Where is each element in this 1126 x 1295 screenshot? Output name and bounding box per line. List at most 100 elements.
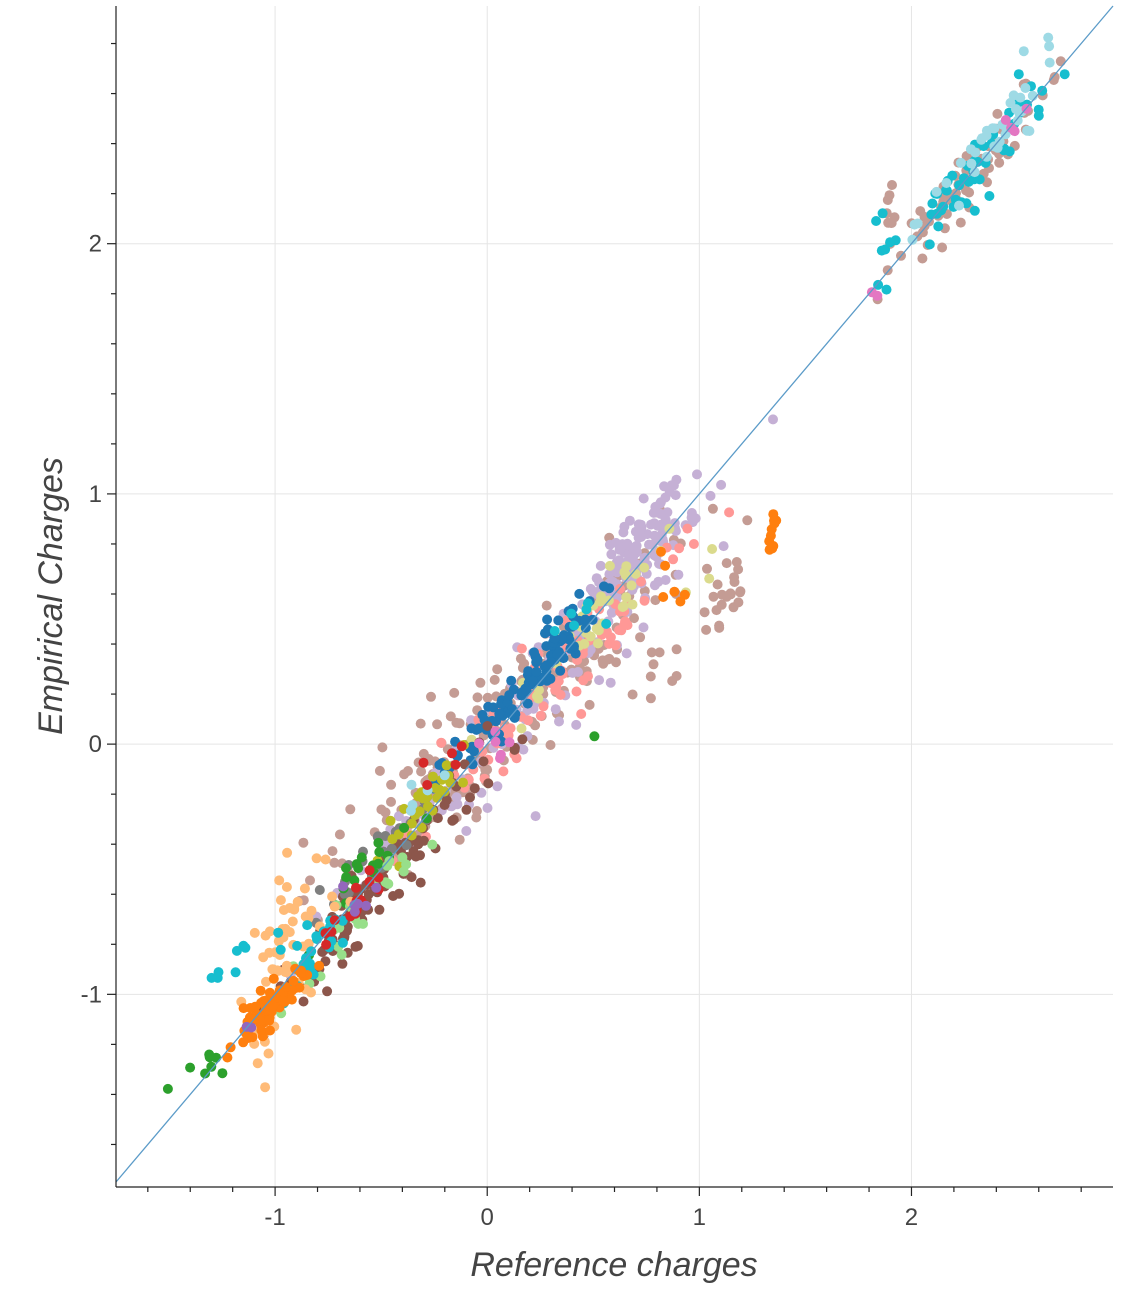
data-point xyxy=(576,709,587,719)
data-point xyxy=(472,692,483,703)
data-point xyxy=(415,877,426,888)
y-axis-title: Empirical Charges xyxy=(32,457,70,735)
data-point xyxy=(434,760,445,770)
data-point xyxy=(386,779,397,790)
data-point xyxy=(428,771,438,782)
data-point xyxy=(871,216,882,226)
data-point xyxy=(268,973,279,984)
data-point xyxy=(545,673,556,684)
data-point xyxy=(735,586,746,597)
data-point xyxy=(321,939,332,950)
data-point xyxy=(521,685,532,696)
data-point xyxy=(550,704,561,715)
data-point xyxy=(523,715,534,726)
data-point xyxy=(495,753,505,764)
data-point xyxy=(490,726,501,737)
data-point xyxy=(606,549,617,560)
data-point xyxy=(338,881,349,892)
data-point xyxy=(329,901,340,912)
data-point xyxy=(540,628,550,639)
data-point xyxy=(574,588,585,599)
data-point xyxy=(671,671,682,681)
data-point xyxy=(555,665,566,676)
data-point xyxy=(566,608,577,619)
data-point xyxy=(969,167,980,178)
data-point xyxy=(636,576,646,587)
data-point xyxy=(506,675,517,686)
data-point xyxy=(373,858,384,869)
data-point xyxy=(656,546,666,557)
data-point xyxy=(650,501,661,512)
data-point xyxy=(206,1061,217,1072)
data-point xyxy=(265,1025,275,1036)
data-point xyxy=(373,837,384,848)
data-point xyxy=(406,872,417,883)
data-point xyxy=(363,889,374,900)
data-point xyxy=(505,708,516,719)
data-point xyxy=(477,709,488,720)
data-point xyxy=(314,960,325,971)
data-point xyxy=(185,1062,196,1073)
data-point xyxy=(1012,115,1023,126)
data-point xyxy=(288,975,299,986)
data-point xyxy=(327,846,338,857)
data-point xyxy=(534,685,544,695)
data-point xyxy=(882,195,893,205)
data-point xyxy=(599,581,609,592)
data-point xyxy=(252,1058,263,1069)
data-point xyxy=(247,1032,258,1043)
data-point xyxy=(638,622,649,633)
data-point xyxy=(673,569,684,580)
data-point xyxy=(255,985,266,996)
data-point xyxy=(646,519,656,530)
data-point xyxy=(374,765,385,776)
data-point xyxy=(482,692,493,703)
data-point xyxy=(300,911,311,922)
data-point xyxy=(432,719,443,730)
data-point xyxy=(461,804,472,815)
data-point xyxy=(349,906,360,917)
data-point xyxy=(394,888,405,899)
data-point xyxy=(591,623,602,634)
data-point xyxy=(416,766,427,777)
data-point xyxy=(712,579,723,590)
data-point xyxy=(645,671,656,682)
data-point xyxy=(671,644,682,655)
data-point xyxy=(434,784,445,795)
data-point xyxy=(482,721,493,731)
data-point xyxy=(714,622,725,633)
data-point xyxy=(410,851,421,862)
data-point xyxy=(459,759,470,770)
data-point xyxy=(933,221,944,232)
data-point xyxy=(1049,72,1060,82)
data-point xyxy=(291,1024,302,1035)
x-ticks: -1 0 1 2 xyxy=(147,1187,1082,1231)
data-point xyxy=(382,860,393,871)
data-point xyxy=(322,986,333,997)
data-point xyxy=(416,822,427,833)
x-tick-label: 1 xyxy=(693,1204,706,1231)
data-point xyxy=(883,217,894,228)
data-point xyxy=(881,284,892,295)
data-point xyxy=(387,834,398,845)
data-point xyxy=(580,615,591,626)
data-point xyxy=(380,877,391,888)
data-point xyxy=(483,778,494,789)
data-point xyxy=(629,613,639,624)
data-point xyxy=(724,507,735,518)
data-point xyxy=(264,1015,275,1026)
data-point xyxy=(456,741,467,752)
data-point xyxy=(571,719,582,730)
data-point xyxy=(538,701,549,712)
data-point xyxy=(451,717,462,728)
data-point xyxy=(249,927,260,938)
data-point xyxy=(326,926,337,937)
data-point xyxy=(364,865,375,876)
data-point xyxy=(337,937,348,948)
data-point xyxy=(729,577,740,587)
grid-lines xyxy=(116,6,1113,1187)
data-point xyxy=(541,660,552,671)
data-point xyxy=(274,875,285,886)
data-point xyxy=(650,595,661,606)
data-point xyxy=(981,125,992,136)
